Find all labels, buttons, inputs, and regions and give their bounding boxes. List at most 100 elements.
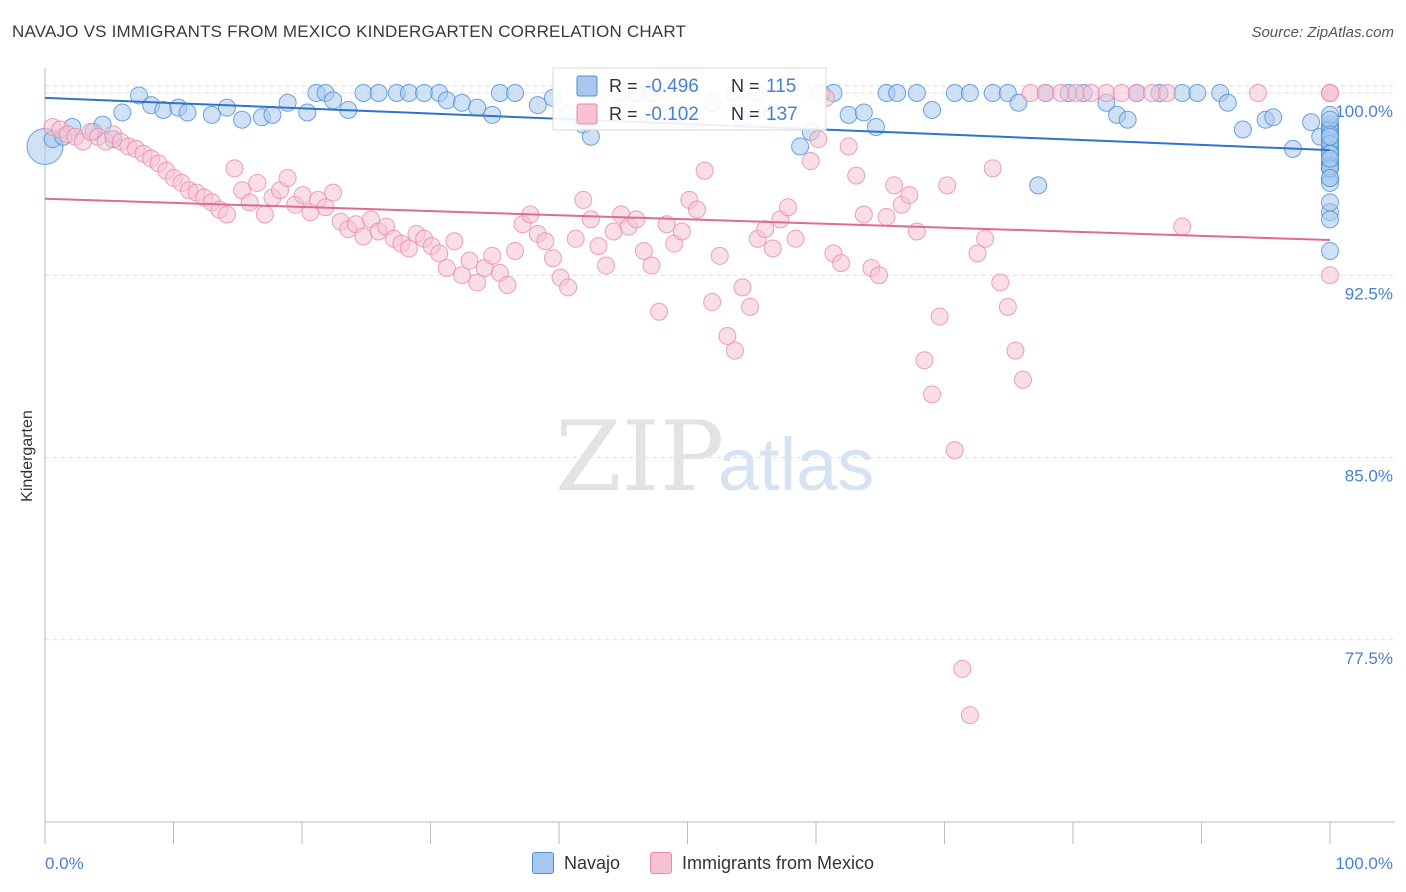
data-point	[960, 84, 979, 103]
data-point	[430, 244, 449, 263]
data-point	[240, 193, 259, 212]
data-point	[1158, 84, 1177, 103]
data-point	[202, 105, 221, 124]
data-point	[460, 251, 479, 270]
data-point	[574, 190, 593, 209]
data-point	[468, 98, 487, 117]
data-point	[1249, 84, 1268, 103]
data-point	[1029, 176, 1048, 195]
data-point	[1218, 93, 1237, 112]
source-label: Source: ZipAtlas.com	[1251, 24, 1394, 41]
data-point	[763, 239, 782, 258]
data-point	[581, 210, 600, 229]
data-point	[968, 244, 987, 263]
data-point	[217, 205, 236, 224]
r-value: -0.496	[645, 76, 699, 97]
data-point	[1173, 84, 1192, 103]
data-point	[1097, 84, 1116, 103]
data-point	[566, 229, 585, 248]
data-point	[900, 186, 919, 205]
watermark-zip: ZIP	[555, 401, 724, 513]
data-point	[604, 222, 623, 241]
data-point	[839, 137, 858, 156]
data-point	[710, 246, 729, 265]
data-point	[1021, 84, 1040, 103]
data-point	[1321, 241, 1339, 260]
data-point	[1006, 341, 1025, 360]
data-point	[688, 200, 707, 219]
data-point	[1233, 120, 1252, 139]
data-point	[217, 98, 236, 117]
data-point	[945, 441, 964, 460]
stats-legend-swatch	[576, 103, 598, 125]
data-point	[627, 210, 646, 229]
data-point	[650, 302, 669, 321]
data-point	[642, 256, 661, 275]
x-tick-label: 100.0%	[1335, 854, 1393, 873]
data-point	[225, 159, 244, 178]
data-point	[528, 96, 547, 115]
data-point	[1321, 84, 1339, 103]
data-point	[1321, 127, 1339, 146]
legend-label-navajo: Navajo	[563, 852, 620, 873]
data-point	[298, 103, 317, 122]
data-point	[953, 659, 972, 678]
data-point	[930, 307, 949, 326]
legend-item-mexico[interactable]: Immigrants from Mexico	[649, 852, 874, 874]
data-point	[589, 237, 608, 256]
data-point	[354, 227, 373, 246]
data-point	[324, 183, 343, 202]
data-point	[976, 229, 995, 248]
legend-item-navajo[interactable]: Navajo	[531, 852, 620, 874]
data-point	[559, 278, 578, 297]
data-point	[1067, 84, 1086, 103]
data-point	[756, 220, 775, 239]
stats-legend-swatch	[576, 75, 598, 97]
data-point	[1142, 84, 1161, 103]
navajo-swatch	[531, 852, 554, 874]
r-value: -0.102	[645, 104, 699, 125]
data-point	[597, 256, 616, 275]
x-tick-label: 0.0%	[45, 854, 84, 873]
data-point	[854, 205, 873, 224]
data-point	[1127, 84, 1146, 103]
data-point	[877, 207, 896, 226]
data-point	[1321, 193, 1339, 212]
data-point	[1009, 93, 1028, 112]
data-point	[1173, 217, 1192, 236]
data-point	[468, 273, 487, 292]
data-point	[672, 222, 691, 241]
data-point	[498, 275, 517, 294]
data-point	[923, 101, 942, 120]
data-point	[490, 84, 509, 103]
data-point	[725, 341, 744, 360]
data-point	[733, 278, 752, 297]
data-point	[1264, 108, 1283, 127]
data-point	[1014, 370, 1033, 389]
y-tick-label: 85.0%	[1345, 467, 1393, 486]
data-point	[1321, 266, 1339, 285]
data-point	[1188, 84, 1207, 103]
data-point	[506, 241, 525, 260]
data-point	[915, 351, 934, 370]
data-point	[839, 105, 858, 124]
data-point	[923, 385, 942, 404]
y-tick-label: 77.5%	[1345, 649, 1393, 668]
data-point	[369, 84, 388, 103]
n-value: 115	[766, 76, 796, 97]
data-point	[778, 198, 797, 217]
data-point	[452, 93, 471, 112]
data-point	[130, 86, 149, 105]
data-point	[657, 215, 676, 234]
data-point	[399, 239, 418, 258]
data-point	[278, 169, 297, 188]
stats-legend-box	[552, 67, 827, 131]
data-point	[960, 706, 979, 725]
n-label: N =	[731, 76, 760, 96]
data-point	[1036, 84, 1055, 103]
r-label: R =	[609, 76, 638, 96]
data-point	[869, 266, 888, 285]
data-point	[809, 130, 828, 149]
data-point	[437, 91, 456, 110]
data-point	[255, 205, 274, 224]
